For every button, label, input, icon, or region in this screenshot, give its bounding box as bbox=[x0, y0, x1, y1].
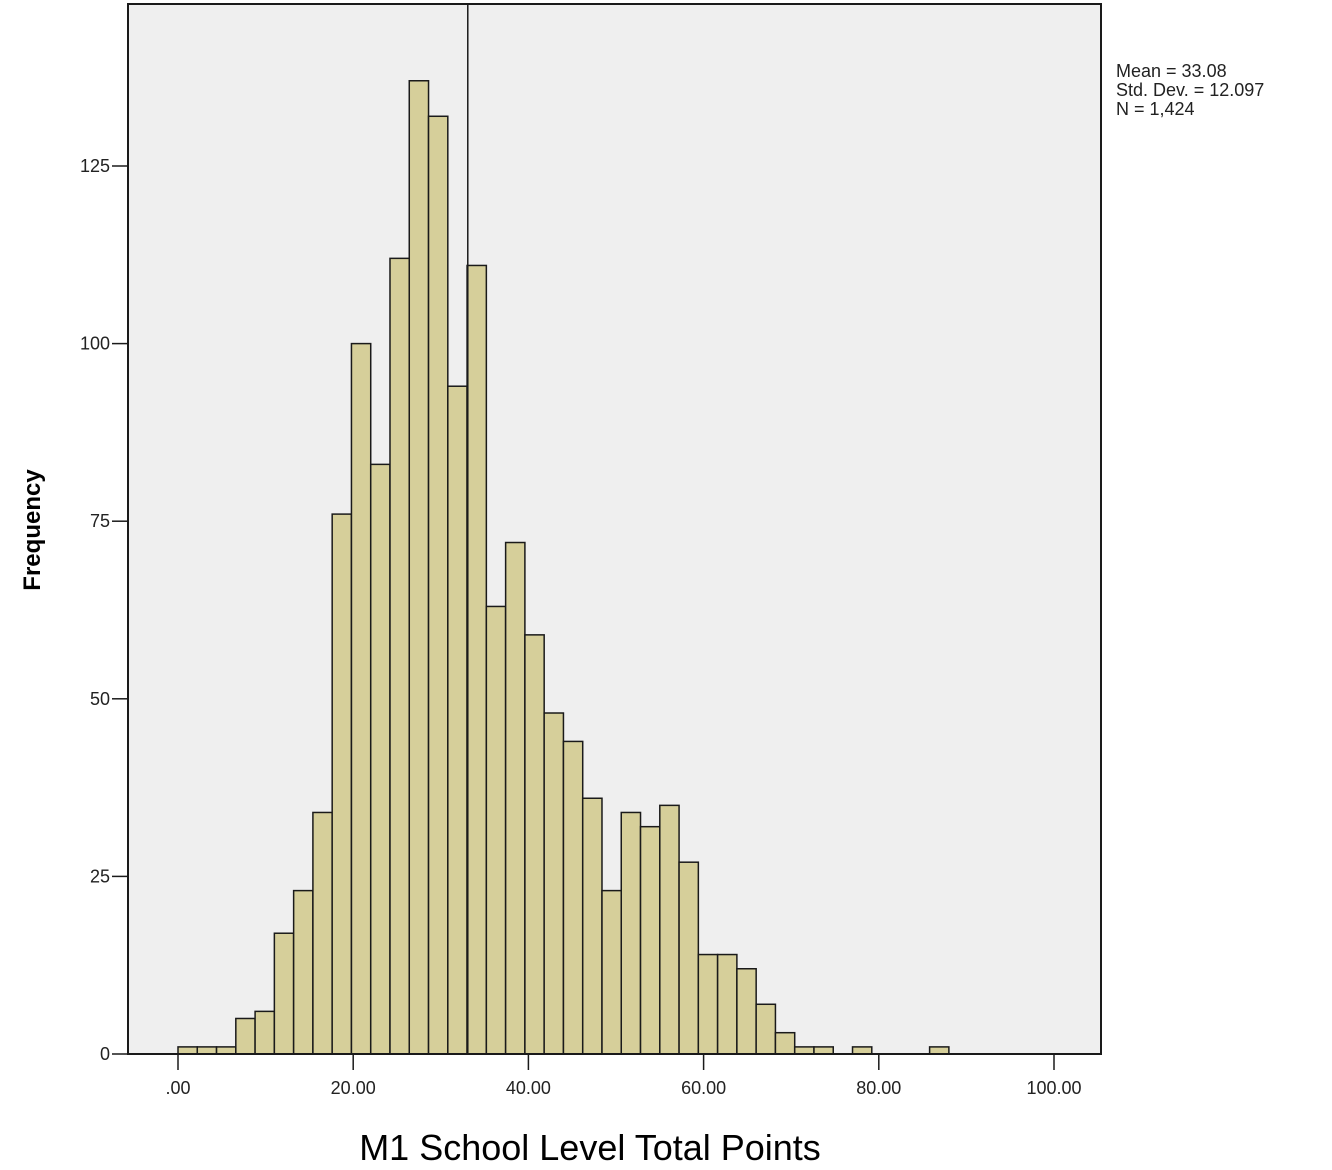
histogram-bar bbox=[581, 797, 603, 1055]
histogram-bar bbox=[755, 1003, 777, 1055]
histogram-bar bbox=[504, 541, 526, 1055]
histogram-bar bbox=[215, 1046, 237, 1055]
histogram-bar bbox=[851, 1046, 873, 1055]
histogram-bar bbox=[369, 463, 391, 1055]
y-tick-label: 125 bbox=[80, 156, 110, 176]
histogram-bar bbox=[736, 968, 757, 1055]
histogram-bar bbox=[273, 932, 295, 1055]
x-axis-label: M1 School Level Total Points bbox=[359, 1127, 821, 1168]
histogram-bar bbox=[524, 634, 545, 1055]
histogram-bar bbox=[678, 861, 700, 1055]
histogram-bar bbox=[408, 80, 430, 1055]
x-tick-label: 80.00 bbox=[856, 1078, 901, 1098]
histogram-bar bbox=[254, 1010, 276, 1055]
histogram-bar bbox=[774, 1031, 796, 1055]
histogram-bar bbox=[485, 605, 507, 1055]
y-tick-label: 100 bbox=[80, 334, 110, 354]
stats-n: N = 1,424 bbox=[1116, 99, 1195, 119]
plot-area bbox=[128, 4, 1101, 1054]
histogram-bar bbox=[813, 1046, 834, 1055]
histogram-bar bbox=[312, 811, 333, 1055]
histogram-bar bbox=[601, 889, 623, 1055]
x-tick-label: 20.00 bbox=[331, 1078, 376, 1098]
x-tick-label: .00 bbox=[165, 1078, 190, 1098]
histogram-bar bbox=[389, 257, 411, 1055]
histogram-bar bbox=[196, 1046, 218, 1055]
y-axis-label: Frequency bbox=[19, 469, 46, 591]
y-tick-label: 50 bbox=[90, 689, 110, 709]
stats-std-dev: Std. Dev. = 12.097 bbox=[1116, 80, 1264, 100]
plot-frame bbox=[127, 3, 1102, 1055]
histogram-bar bbox=[350, 342, 372, 1055]
histogram-bar bbox=[928, 1046, 950, 1055]
histogram-bar bbox=[543, 712, 565, 1055]
x-tick-label: 40.00 bbox=[506, 1078, 551, 1098]
y-tick-label: 0 bbox=[100, 1044, 110, 1064]
histogram-bar bbox=[716, 953, 738, 1055]
x-axis-ticks: .00 20.00 40.00 60.00 80.00 100.00 bbox=[165, 1054, 1082, 1098]
stats-mean: Mean = 33.08 bbox=[1116, 61, 1227, 81]
histogram-bar bbox=[427, 115, 449, 1055]
y-tick-label: 25 bbox=[90, 866, 110, 886]
histogram-bar bbox=[793, 1046, 815, 1055]
y-tick-label: 75 bbox=[90, 511, 110, 531]
histogram-bar bbox=[235, 1017, 256, 1055]
histogram-bar bbox=[466, 264, 488, 1055]
x-tick-label: 60.00 bbox=[681, 1078, 726, 1098]
y-axis-ticks: 0 25 50 75 100 125 bbox=[80, 156, 128, 1064]
histogram-bar bbox=[697, 953, 719, 1055]
x-tick-label: 100.00 bbox=[1026, 1078, 1081, 1098]
histogram-bar bbox=[447, 385, 468, 1055]
histogram-bar bbox=[620, 811, 642, 1055]
histogram-bar bbox=[292, 889, 314, 1055]
histogram-bar bbox=[562, 740, 584, 1055]
histogram-bar bbox=[177, 1046, 199, 1055]
histogram-bar bbox=[331, 513, 353, 1055]
histogram-bar bbox=[659, 804, 680, 1055]
histogram-bar bbox=[639, 825, 661, 1055]
